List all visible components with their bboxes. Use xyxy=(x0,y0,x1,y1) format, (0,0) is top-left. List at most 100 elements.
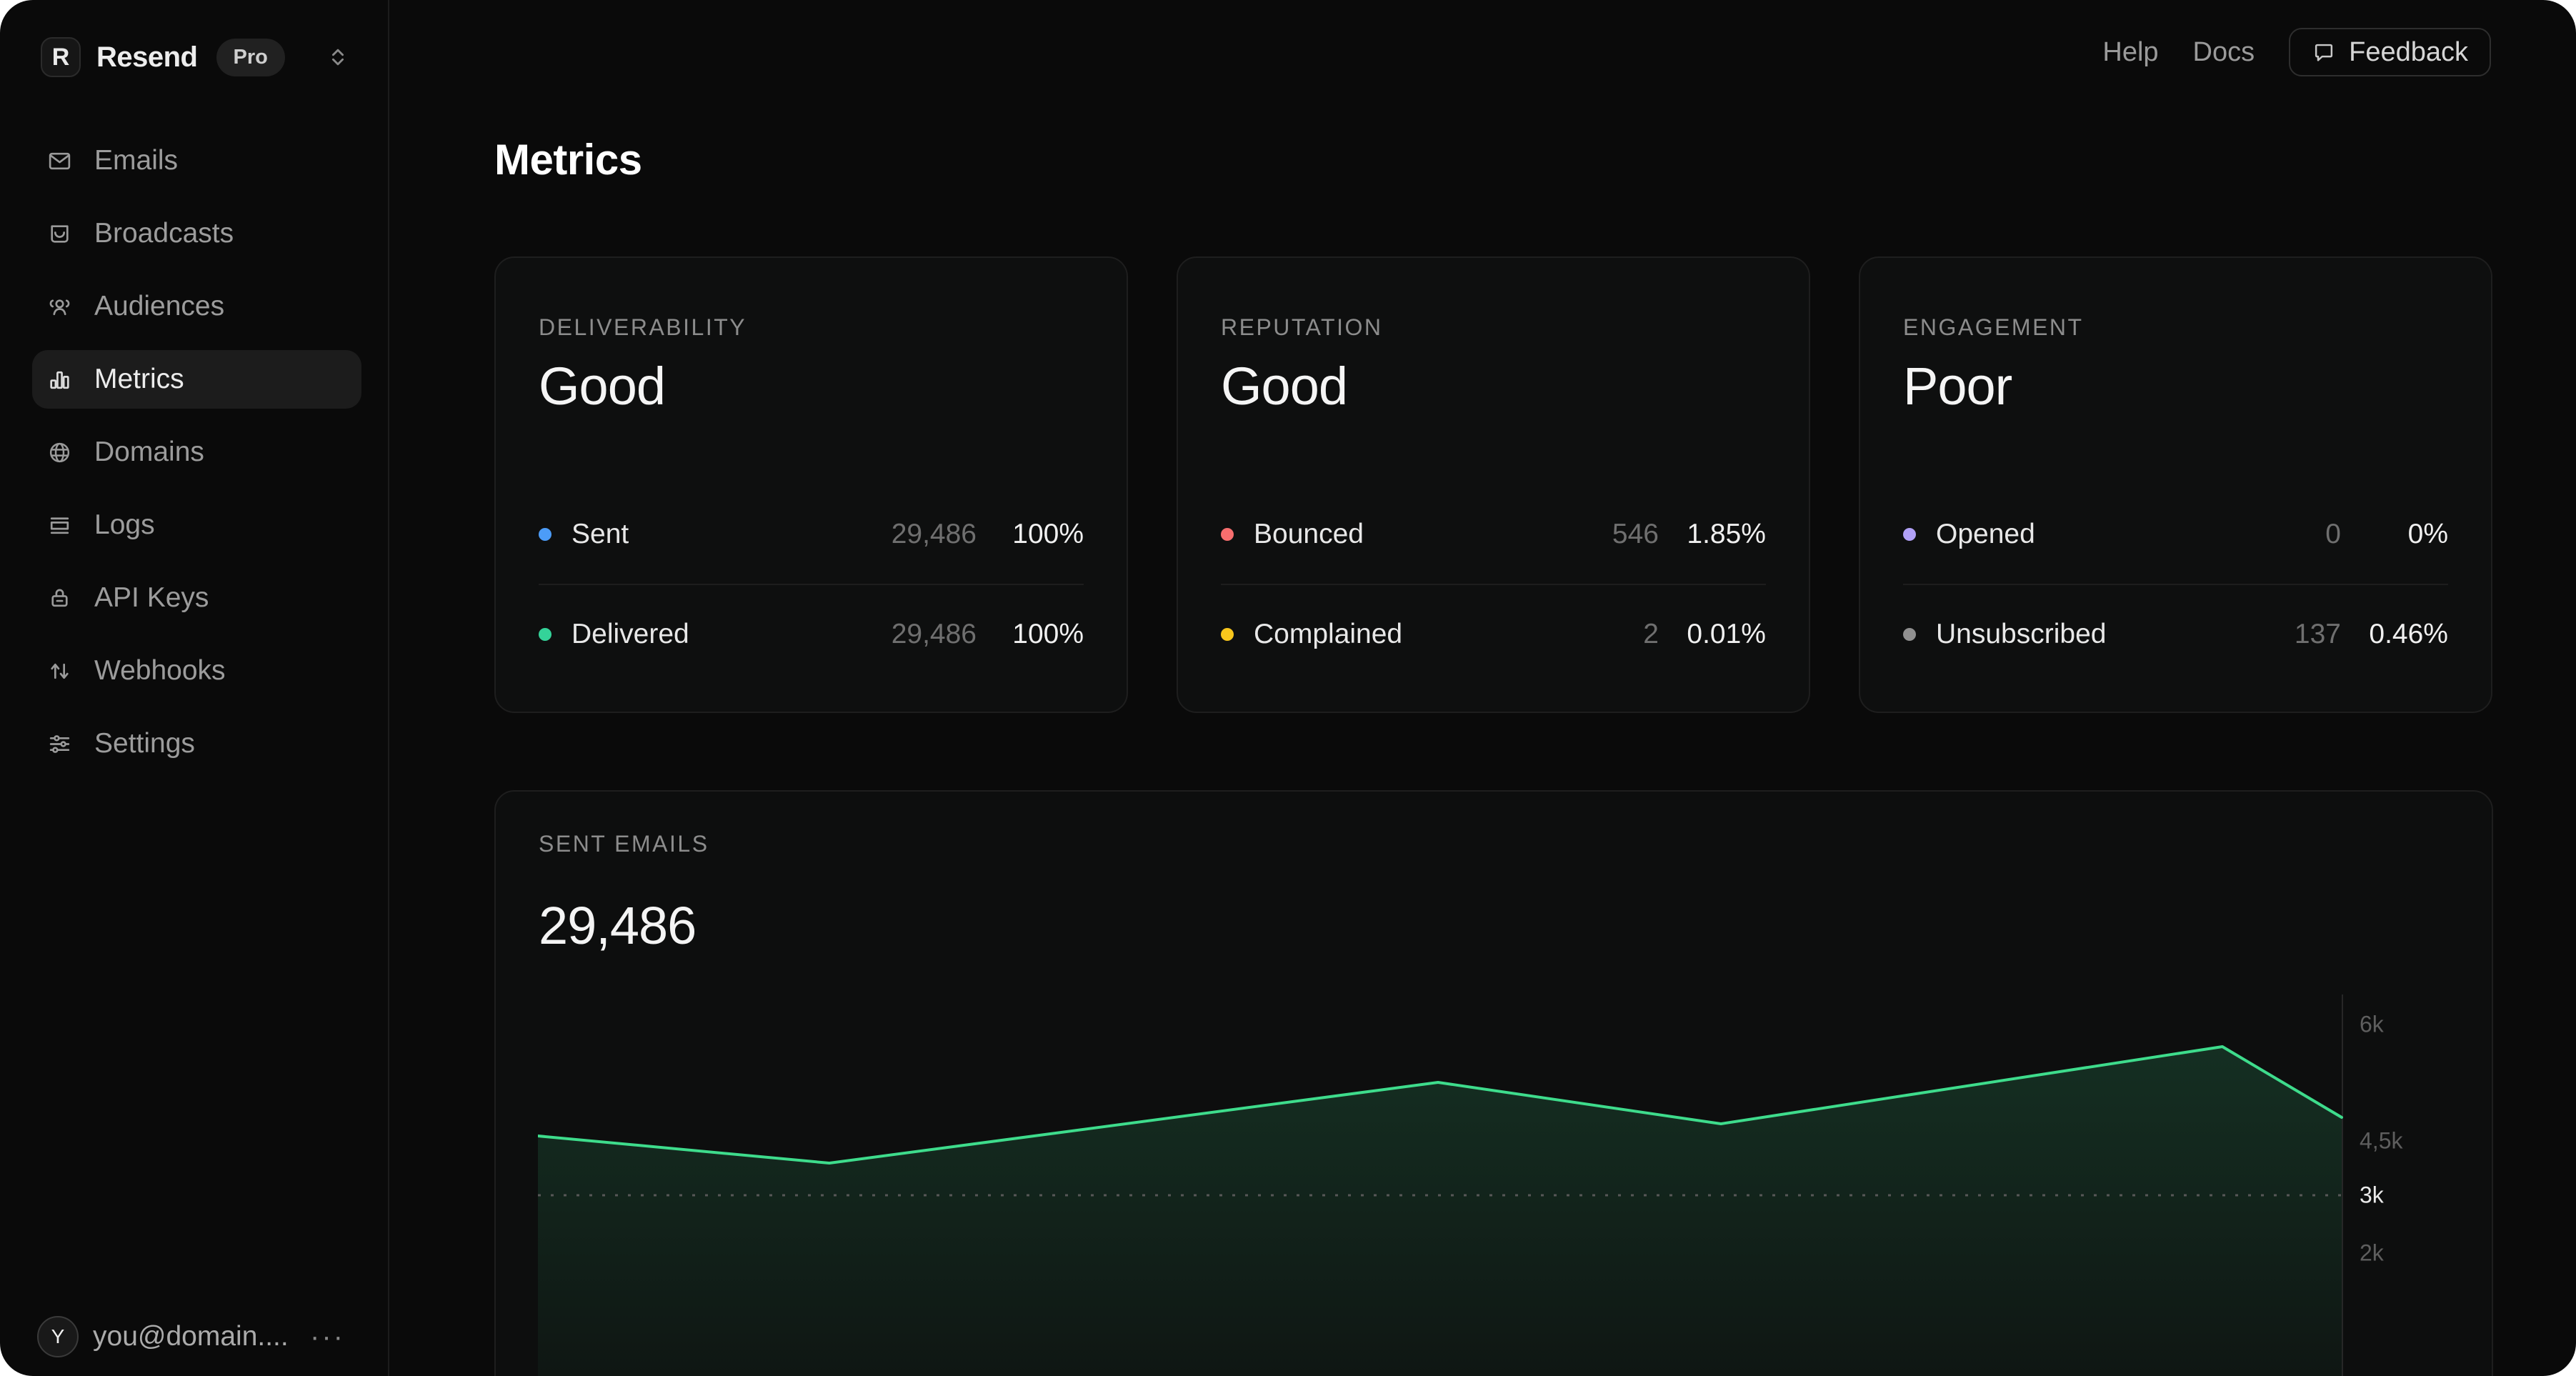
row-divider xyxy=(1221,584,1766,585)
sidebar-nav: Emails Broadcasts Audiences Metrics Doma… xyxy=(0,131,388,787)
metric-name: Bounced xyxy=(1254,519,1364,549)
resend-logo: R xyxy=(41,37,81,77)
content: Metrics DELIVERABILITY Good Sent 29,486 … xyxy=(389,0,2576,1376)
y-tick-3k: 3k xyxy=(2360,1182,2384,1208)
metric-dot-icon xyxy=(539,628,551,641)
sidebar: R Resend Pro Emails Broadcasts Audiences… xyxy=(0,0,389,1376)
metric-row: Sent 29,486 100% xyxy=(539,505,1084,564)
globe-icon xyxy=(46,439,73,466)
sidebar-item-label: Webhooks xyxy=(94,655,226,686)
row-divider xyxy=(1903,584,2448,585)
feedback-bubble-icon xyxy=(2312,40,2336,64)
metric-count: 137 xyxy=(2294,619,2341,649)
metric-row: Complained 2 0.01% xyxy=(1221,605,1766,664)
metric-dot-icon xyxy=(1903,528,1916,541)
docs-link[interactable]: Docs xyxy=(2192,36,2255,67)
mail-icon xyxy=(46,148,73,174)
metric-dot-icon xyxy=(1221,628,1234,641)
y-tick-4_5k: 4,5k xyxy=(2360,1127,2403,1154)
sidebar-item-metrics[interactable]: Metrics xyxy=(32,350,361,409)
area-chart-svg xyxy=(538,994,2343,1376)
logo-letter: R xyxy=(51,43,70,71)
stat-card-status: Poor xyxy=(1903,357,2012,416)
stat-card: ENGAGEMENT Poor Opened 0 0% Unsubscribed… xyxy=(1859,256,2492,713)
metric-name: Opened xyxy=(1936,519,2035,549)
sidebar-item-label: Domains xyxy=(94,437,204,467)
sliders-icon xyxy=(46,731,73,757)
feedback-label: Feedback xyxy=(2349,36,2468,67)
y-tick-6k: 6k xyxy=(2360,1011,2384,1037)
stat-card-rows: Sent 29,486 100% Delivered 29,486 100% xyxy=(539,505,1084,664)
sidebar-item-settings[interactable]: Settings xyxy=(32,714,361,773)
feedback-button[interactable]: Feedback xyxy=(2289,28,2491,76)
y-tick-2k: 2k xyxy=(2360,1240,2384,1266)
tray-icon xyxy=(46,221,73,247)
sidebar-item-api-keys[interactable]: API Keys xyxy=(32,569,361,627)
summary-cards: DELIVERABILITY Good Sent 29,486 100% Del… xyxy=(494,256,2493,713)
avatar: Y xyxy=(37,1316,79,1357)
metric-percent: 0% xyxy=(2407,519,2448,549)
metric-count: 546 xyxy=(1612,519,1659,549)
metric-row: Delivered 29,486 100% xyxy=(539,605,1084,664)
sidebar-item-emails[interactable]: Emails xyxy=(32,131,361,190)
metric-name: Sent xyxy=(571,519,629,549)
main-area: Help Docs Feedback Metrics DELIVERABILIT… xyxy=(389,0,2576,1376)
metric-count: 0 xyxy=(2325,519,2341,549)
sidebar-item-label: Logs xyxy=(94,509,155,540)
row-divider xyxy=(539,584,1084,585)
sidebar-item-webhooks[interactable]: Webhooks xyxy=(32,642,361,700)
sidebar-item-label: Metrics xyxy=(94,364,184,394)
user-options-icon[interactable]: ··· xyxy=(310,1321,345,1352)
stat-card: DELIVERABILITY Good Sent 29,486 100% Del… xyxy=(494,256,1128,713)
logs-icon xyxy=(46,512,73,539)
chart-card-label: SENT EMAILS xyxy=(539,831,709,857)
workspace-switcher[interactable]: R Resend Pro xyxy=(41,37,350,77)
metric-dot-icon xyxy=(1903,628,1916,641)
stat-card-label: REPUTATION xyxy=(1221,314,1383,340)
metric-row: Bounced 546 1.85% xyxy=(1221,505,1766,564)
sent-emails-card: SENT EMAILS 29,486 6k 4,5k 3k 2k xyxy=(494,790,2493,1376)
plan-badge: Pro xyxy=(216,38,285,76)
sidebar-item-label: Settings xyxy=(94,728,195,759)
help-link[interactable]: Help xyxy=(2102,36,2159,67)
metric-percent: 1.85% xyxy=(1687,519,1766,549)
metric-percent: 100% xyxy=(1012,619,1084,649)
metric-row: Opened 0 0% xyxy=(1903,505,2448,564)
sent-emails-chart: 6k 4,5k 3k 2k xyxy=(538,994,2492,1376)
sidebar-item-label: API Keys xyxy=(94,582,209,613)
bars-icon xyxy=(46,367,73,393)
metric-count: 29,486 xyxy=(891,619,977,649)
page-title: Metrics xyxy=(494,136,642,184)
stat-card-status: Good xyxy=(1221,357,1348,416)
stat-card-label: ENGAGEMENT xyxy=(1903,314,2084,340)
metric-count: 29,486 xyxy=(891,519,977,549)
sidebar-item-domains[interactable]: Domains xyxy=(32,423,361,482)
metric-name: Delivered xyxy=(571,619,689,649)
metric-count: 2 xyxy=(1643,619,1659,649)
stat-card-rows: Opened 0 0% Unsubscribed 137 0.46% xyxy=(1903,505,2448,664)
stat-card-label: DELIVERABILITY xyxy=(539,314,747,340)
workspace-name: Resend xyxy=(96,41,198,73)
lock-icon xyxy=(46,585,73,612)
sidebar-item-broadcasts[interactable]: Broadcasts xyxy=(32,204,361,263)
metric-percent: 100% xyxy=(1012,519,1084,549)
sent-line-series xyxy=(538,1045,2343,1165)
sidebar-item-logs[interactable]: Logs xyxy=(32,496,361,554)
user-menu[interactable]: Y you@domain.... ··· xyxy=(0,1316,388,1376)
updown-icon xyxy=(46,658,73,684)
metric-name: Complained xyxy=(1254,619,1403,649)
sidebar-item-audiences[interactable]: Audiences xyxy=(32,277,361,336)
sidebar-item-label: Emails xyxy=(94,145,179,176)
metric-percent: 0.46% xyxy=(2369,619,2448,649)
sidebar-item-label: Audiences xyxy=(94,291,225,321)
metric-row: Unsubscribed 137 0.46% xyxy=(1903,605,2448,664)
metric-dot-icon xyxy=(1221,528,1234,541)
user-email: you@domain.... xyxy=(93,1321,289,1352)
topbar: Help Docs Feedback xyxy=(2102,27,2491,77)
metric-dot-icon xyxy=(539,528,551,541)
stat-card-rows: Bounced 546 1.85% Complained 2 0.01% xyxy=(1221,505,1766,664)
people-icon xyxy=(46,294,73,320)
chevron-updown-icon xyxy=(326,45,350,69)
avatar-letter: Y xyxy=(51,1325,65,1347)
